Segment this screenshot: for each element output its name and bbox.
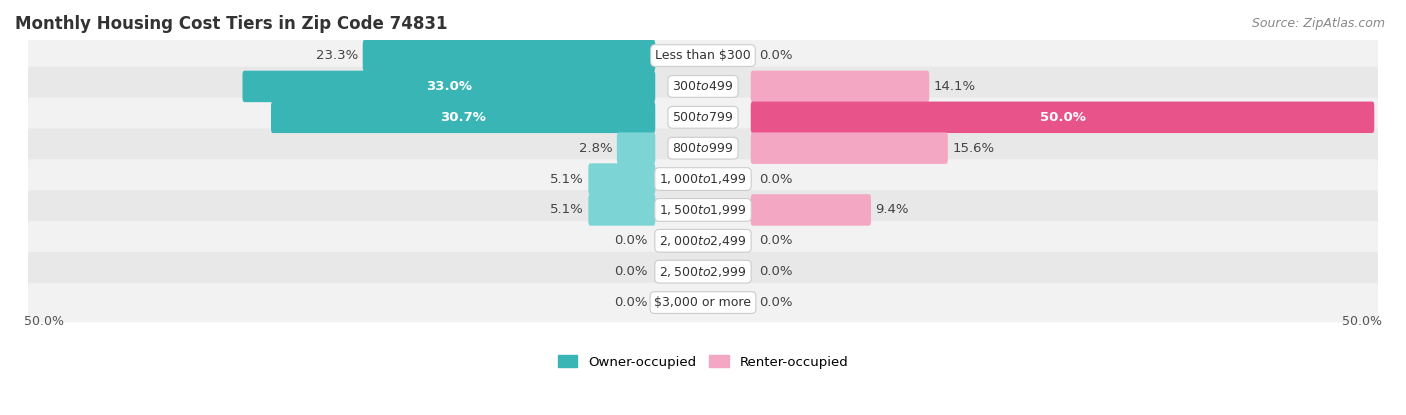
Text: $300 to $499: $300 to $499 — [672, 80, 734, 93]
Text: Monthly Housing Cost Tiers in Zip Code 74831: Monthly Housing Cost Tiers in Zip Code 7… — [15, 15, 447, 33]
FancyBboxPatch shape — [28, 67, 1378, 106]
FancyBboxPatch shape — [271, 102, 655, 133]
FancyBboxPatch shape — [617, 132, 655, 164]
Text: Less than $300: Less than $300 — [655, 49, 751, 62]
FancyBboxPatch shape — [588, 164, 655, 195]
Text: $2,500 to $2,999: $2,500 to $2,999 — [659, 265, 747, 279]
Text: 0.0%: 0.0% — [613, 265, 647, 278]
Text: 0.0%: 0.0% — [613, 296, 647, 309]
Text: 50.0%: 50.0% — [24, 315, 63, 328]
Text: 5.1%: 5.1% — [550, 173, 583, 186]
Text: 5.1%: 5.1% — [550, 203, 583, 217]
FancyBboxPatch shape — [751, 71, 929, 102]
Text: $1,500 to $1,999: $1,500 to $1,999 — [659, 203, 747, 217]
FancyBboxPatch shape — [751, 102, 1374, 133]
FancyBboxPatch shape — [751, 194, 870, 226]
Text: 0.0%: 0.0% — [613, 234, 647, 247]
FancyBboxPatch shape — [28, 159, 1378, 199]
FancyBboxPatch shape — [28, 252, 1378, 291]
Text: 15.6%: 15.6% — [952, 142, 994, 155]
Legend: Owner-occupied, Renter-occupied: Owner-occupied, Renter-occupied — [558, 355, 848, 369]
Text: 33.0%: 33.0% — [426, 80, 472, 93]
Text: 14.1%: 14.1% — [934, 80, 976, 93]
FancyBboxPatch shape — [28, 190, 1378, 229]
Text: 0.0%: 0.0% — [759, 265, 793, 278]
FancyBboxPatch shape — [28, 283, 1378, 322]
Text: 0.0%: 0.0% — [759, 173, 793, 186]
Text: $1,000 to $1,499: $1,000 to $1,499 — [659, 172, 747, 186]
FancyBboxPatch shape — [363, 40, 655, 71]
Text: 2.8%: 2.8% — [579, 142, 613, 155]
Text: $2,000 to $2,499: $2,000 to $2,499 — [659, 234, 747, 248]
Text: 0.0%: 0.0% — [759, 296, 793, 309]
Text: $3,000 or more: $3,000 or more — [655, 296, 751, 309]
FancyBboxPatch shape — [28, 221, 1378, 261]
FancyBboxPatch shape — [751, 132, 948, 164]
Text: 50.0%: 50.0% — [1039, 111, 1085, 124]
Text: $800 to $999: $800 to $999 — [672, 142, 734, 155]
Text: 50.0%: 50.0% — [1343, 315, 1382, 328]
Text: 0.0%: 0.0% — [759, 49, 793, 62]
Text: Source: ZipAtlas.com: Source: ZipAtlas.com — [1251, 17, 1385, 29]
Text: 23.3%: 23.3% — [316, 49, 359, 62]
FancyBboxPatch shape — [28, 128, 1378, 168]
Text: 9.4%: 9.4% — [876, 203, 908, 217]
FancyBboxPatch shape — [28, 98, 1378, 137]
FancyBboxPatch shape — [242, 71, 655, 102]
Text: 30.7%: 30.7% — [440, 111, 486, 124]
Text: $500 to $799: $500 to $799 — [672, 111, 734, 124]
FancyBboxPatch shape — [588, 194, 655, 226]
FancyBboxPatch shape — [28, 36, 1378, 75]
Text: 0.0%: 0.0% — [759, 234, 793, 247]
